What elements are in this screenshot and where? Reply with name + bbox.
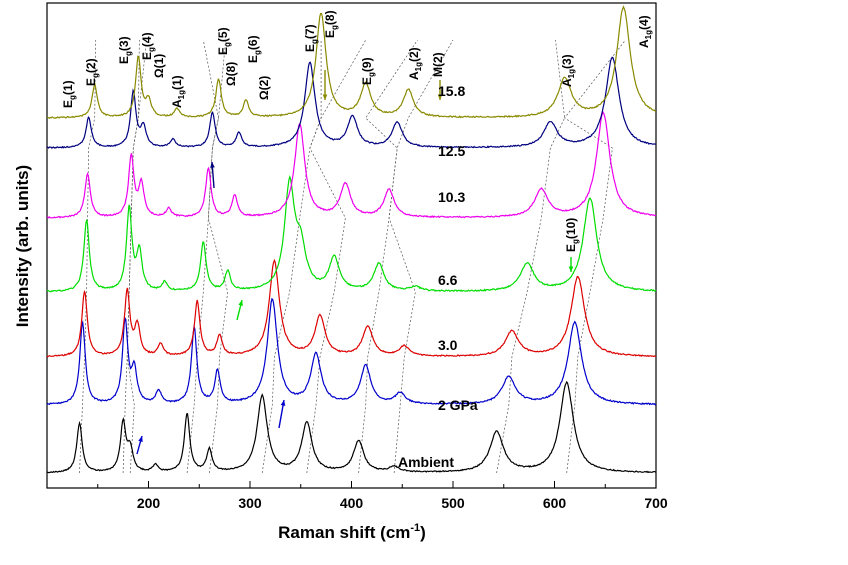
guide-line	[186, 39, 219, 474]
peak-label: Eg(5)	[216, 27, 232, 55]
guide-line	[126, 39, 147, 474]
series-line	[46, 5, 657, 119]
peak-label: Ω(2)	[257, 76, 271, 100]
peak-label: Eg(2)	[84, 58, 100, 86]
guide-line	[388, 39, 454, 474]
peak-label: Eg(7)	[303, 24, 319, 52]
pressure-label: 15.8	[438, 83, 465, 99]
series-line	[46, 174, 657, 293]
guide-line	[208, 39, 229, 474]
peak-label: Eg(8)	[323, 10, 339, 38]
peak-label: Eg(3)	[117, 36, 133, 64]
peak-label: Eg(6)	[246, 35, 262, 63]
series-line	[46, 380, 657, 474]
peak-label: Ω(8)	[224, 62, 238, 86]
peak-label: M(2)	[431, 52, 445, 77]
x-tick-label: 300	[238, 495, 262, 511]
series-line	[46, 56, 657, 149]
series-line	[46, 258, 657, 358]
guide-line	[496, 39, 565, 474]
pressure-label: 3.0	[438, 337, 458, 353]
x-tick-label: 500	[441, 495, 465, 511]
guide-line	[122, 39, 140, 474]
series-line	[46, 111, 657, 219]
peak-label: Ω(1)	[152, 54, 166, 78]
guide-line	[564, 39, 626, 474]
pressure-label: Ambient	[398, 454, 454, 470]
x-axis: 200 300 400 500 600 700	[46, 481, 668, 511]
peak-guide-lines	[79, 39, 626, 474]
peak-label: A1g(2)	[407, 47, 423, 80]
pressure-label: 10.3	[438, 189, 465, 205]
arrow-head	[238, 300, 243, 306]
arrow-head	[568, 266, 574, 272]
arrow-head	[280, 400, 286, 406]
x-axis-title: Raman shift (cm-1)	[278, 522, 426, 542]
arrow-head	[210, 162, 215, 168]
series-line	[46, 297, 657, 406]
pressure-label: 12.5	[438, 143, 465, 159]
guide-line	[358, 39, 418, 474]
peak-arrows	[136, 70, 574, 455]
x-tick-label: 600	[543, 495, 567, 511]
guide-line	[79, 39, 97, 474]
arrow-head	[138, 436, 143, 442]
arrow-head	[322, 94, 328, 100]
x-tick-label: 200	[137, 495, 161, 511]
peak-label: Eg(9)	[360, 57, 376, 85]
pressure-label: 2 GPa	[438, 397, 478, 413]
peak-label: A1g(4)	[637, 15, 653, 48]
pressure-labels: Ambient 2 GPa 3.0 6.6 10.3 12.5 15.8	[398, 83, 478, 470]
peak-label: A1g(3)	[560, 54, 576, 87]
guide-line	[261, 40, 322, 474]
x-tick-label: 700	[644, 495, 668, 511]
peak-label: Eg(10)	[564, 218, 580, 252]
y-axis-title: Intensity (arb. units)	[13, 165, 32, 327]
spectra-series	[46, 5, 657, 474]
peak-label: A1g(1)	[170, 75, 186, 108]
peak-label: Eg(1)	[61, 80, 77, 108]
pressure-label: 6.6	[438, 272, 458, 288]
peak-label: Eg(4)	[140, 32, 156, 60]
arrow-head	[437, 94, 443, 100]
peak-labels: Eg(1) Eg(2) Eg(3) Eg(4)Ω(1) A1g(1) Eg(5) Ω(8) E…	[61, 10, 653, 252]
guide-line	[306, 39, 367, 474]
x-tick-label: 400	[340, 495, 364, 511]
